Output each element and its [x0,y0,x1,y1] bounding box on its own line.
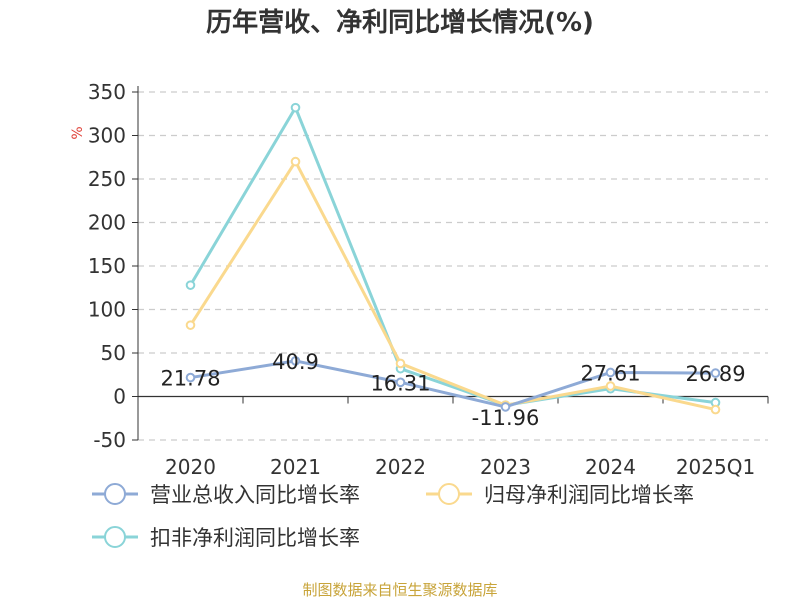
legend-label: 营业总收入同比增长率 [150,483,360,507]
legend-item[interactable]: 归母净利润同比增长率 [426,483,694,507]
legend-item[interactable]: 营业总收入同比增长率 [92,483,360,507]
x-tick-label: 2021 [270,455,321,479]
grid-lines [138,91,768,441]
y-tick-label: 350 [88,80,126,104]
source-note: 制图数据来自恒生聚源数据库 [302,581,498,599]
y-tick-label: 250 [88,167,126,191]
data-point [605,367,616,378]
legend-label: 归母净利润同比增长率 [484,483,694,507]
data-point [710,368,721,378]
y-tick-label: 200 [88,211,126,235]
x-tick-label: 2022 [375,455,426,479]
data-label: 16.31 [370,371,430,395]
axes: -50 0 50 100 150 200 250 300 350% 2020 2021 2022 202… [70,80,769,479]
data-label: 21.78 [160,367,220,391]
x-tick-label: 2025Q1 [676,455,755,479]
data-point [185,372,196,383]
x-tick-label: 2024 [585,455,636,479]
y-tick-label: 150 [88,254,126,278]
data-point [290,102,301,113]
legend-marker-icon [104,526,126,548]
data-label: 26.89 [685,362,745,386]
y-tick-label: 100 [88,298,126,322]
y-axis-label: % [70,126,86,139]
series-lines [185,102,721,415]
legend-label: 扣非净利润同比增长率 [150,526,360,550]
data-point [290,156,301,167]
data-label: -11.96 [472,406,540,430]
data-point [605,381,616,391]
data-point [185,280,196,290]
legend-marker-icon [438,483,460,505]
series-line [189,359,717,409]
legend-item[interactable]: 扣非净利润同比增长率 [92,526,360,550]
data-label: 27.61 [580,361,640,385]
chart-title: 历年营收、净利同比增长情况(%) [206,8,594,38]
data-point [710,404,721,415]
data-point [290,356,301,366]
x-tick-label: 2023 [480,455,531,479]
y-tick-label: 300 [88,124,126,148]
y-tick-label: 50 [101,341,126,365]
y-tick-label: -50 [93,428,126,452]
series-line [189,160,717,412]
data-point [185,320,196,330]
data-point [395,377,406,388]
data-labels: 21.78 40.9 16.31 -11.96 27.61 26.89 [160,350,745,430]
data-point [395,358,406,369]
data-label: 40.9 [272,350,319,374]
data-point [500,402,511,412]
x-tick-label: 2020 [165,455,216,479]
legend-marker-icon [104,483,126,505]
y-tick-label: 0 [113,385,126,409]
